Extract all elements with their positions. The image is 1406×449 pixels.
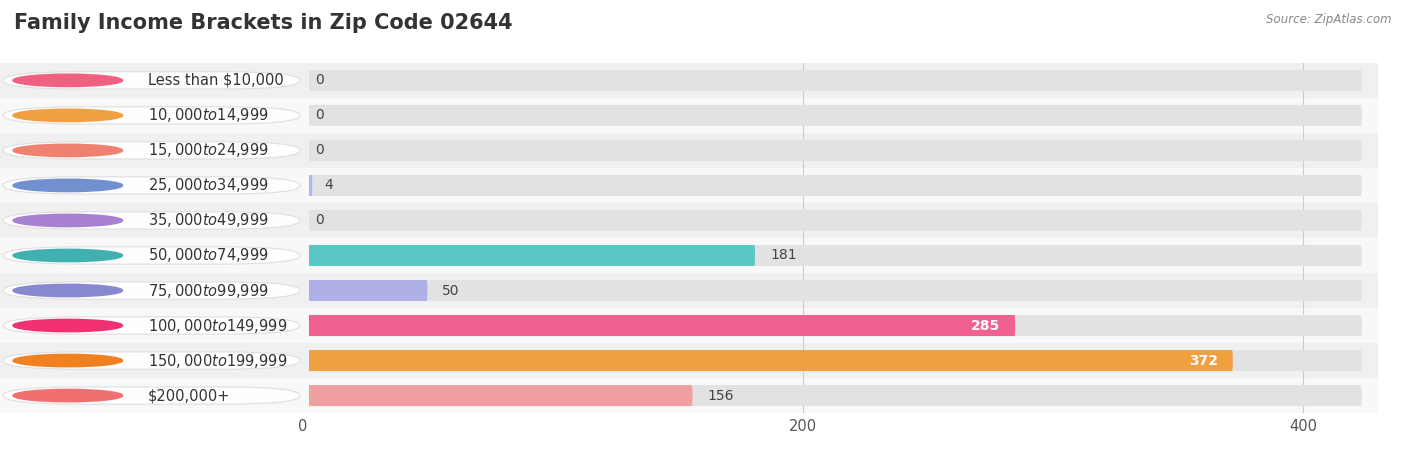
FancyBboxPatch shape (302, 210, 1362, 231)
Bar (0, 98, 309, 133)
Text: $150,000 to $199,999: $150,000 to $199,999 (148, 352, 287, 370)
Text: $200,000+: $200,000+ (148, 388, 231, 403)
FancyBboxPatch shape (302, 245, 1362, 266)
Text: Less than $10,000: Less than $10,000 (148, 73, 284, 88)
FancyBboxPatch shape (3, 177, 299, 194)
Text: $35,000 to $49,999: $35,000 to $49,999 (148, 211, 269, 229)
FancyBboxPatch shape (302, 280, 1362, 301)
Bar (302, 168, 1378, 203)
Text: 285: 285 (972, 318, 1000, 333)
FancyBboxPatch shape (302, 350, 1362, 371)
FancyBboxPatch shape (3, 352, 299, 369)
Bar (0, 63, 309, 98)
FancyBboxPatch shape (302, 70, 1362, 91)
Bar (0, 133, 309, 168)
Bar (302, 273, 1378, 308)
FancyBboxPatch shape (302, 315, 1015, 336)
FancyBboxPatch shape (3, 107, 299, 124)
FancyBboxPatch shape (302, 350, 1233, 371)
Circle shape (13, 74, 122, 87)
FancyBboxPatch shape (3, 72, 299, 89)
FancyBboxPatch shape (3, 247, 299, 264)
Bar (0, 343, 309, 378)
Circle shape (13, 354, 122, 367)
Circle shape (13, 109, 122, 122)
Bar (302, 133, 1378, 168)
Bar (302, 343, 1378, 378)
Bar (302, 378, 1378, 413)
Bar (0, 203, 309, 238)
Bar (302, 63, 1378, 98)
Text: $75,000 to $99,999: $75,000 to $99,999 (148, 282, 269, 299)
Text: $15,000 to $24,999: $15,000 to $24,999 (148, 141, 269, 159)
FancyBboxPatch shape (3, 142, 299, 159)
Bar (302, 238, 1378, 273)
FancyBboxPatch shape (302, 315, 1362, 336)
FancyBboxPatch shape (302, 175, 1362, 196)
Bar (0, 273, 309, 308)
FancyBboxPatch shape (302, 280, 427, 301)
FancyBboxPatch shape (3, 387, 299, 404)
Text: $100,000 to $149,999: $100,000 to $149,999 (148, 317, 287, 335)
Bar (0, 308, 309, 343)
Text: $10,000 to $14,999: $10,000 to $14,999 (148, 106, 269, 124)
Text: 0: 0 (315, 143, 323, 158)
Circle shape (13, 284, 122, 297)
Bar (302, 203, 1378, 238)
Text: 50: 50 (443, 283, 460, 298)
Circle shape (13, 319, 122, 332)
Text: Source: ZipAtlas.com: Source: ZipAtlas.com (1267, 13, 1392, 26)
FancyBboxPatch shape (3, 282, 299, 299)
FancyBboxPatch shape (302, 385, 1362, 406)
FancyBboxPatch shape (3, 212, 299, 229)
Text: Family Income Brackets in Zip Code 02644: Family Income Brackets in Zip Code 02644 (14, 13, 513, 34)
Text: 0: 0 (315, 213, 323, 228)
Text: 0: 0 (315, 108, 323, 123)
FancyBboxPatch shape (302, 385, 693, 406)
Circle shape (13, 389, 122, 402)
Bar (0, 238, 309, 273)
Bar (302, 308, 1378, 343)
FancyBboxPatch shape (302, 175, 312, 196)
FancyBboxPatch shape (302, 105, 1362, 126)
Circle shape (13, 249, 122, 262)
Text: 372: 372 (1189, 353, 1218, 368)
Circle shape (13, 179, 122, 192)
Text: 181: 181 (770, 248, 797, 263)
Text: $25,000 to $34,999: $25,000 to $34,999 (148, 176, 269, 194)
Text: $50,000 to $74,999: $50,000 to $74,999 (148, 247, 269, 264)
Bar (0, 378, 309, 413)
Circle shape (13, 144, 122, 157)
FancyBboxPatch shape (302, 245, 755, 266)
FancyBboxPatch shape (3, 317, 299, 334)
Text: 4: 4 (325, 178, 333, 193)
Bar (0, 168, 309, 203)
Text: 156: 156 (707, 388, 734, 403)
FancyBboxPatch shape (302, 140, 1362, 161)
Text: 0: 0 (315, 73, 323, 88)
Circle shape (13, 214, 122, 227)
Bar (302, 98, 1378, 133)
